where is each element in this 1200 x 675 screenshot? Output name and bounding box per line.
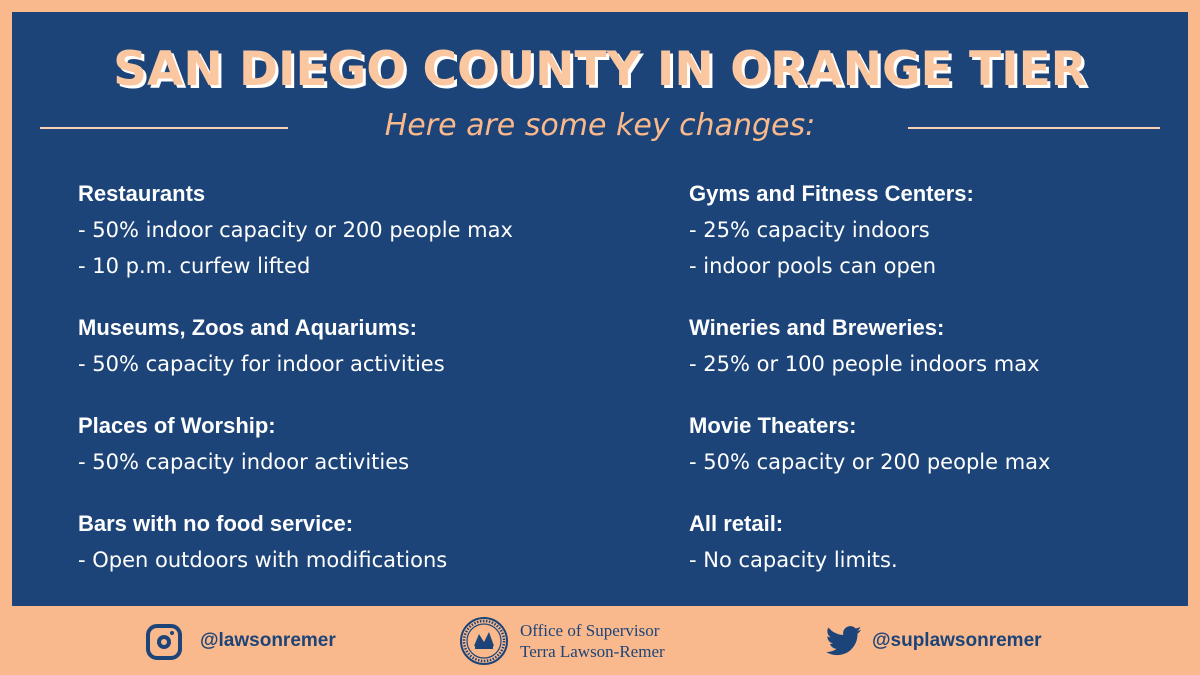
list-item-museums: Museums, Zoos and Aquariums: - 50% capac… [78,310,598,382]
subtitle-rule-left [40,127,288,129]
item-line: - 25% or 100 people indoors max [689,352,1040,376]
item-line: - 25% capacity indoors [689,218,930,242]
item-line: - 50% indoor capacity or 200 people max [78,218,513,242]
item-heading: All retail: [689,511,784,536]
subtitle: Here are some key changes: [384,108,816,143]
item-heading: Bars with no food service: [78,511,354,536]
list-item-bars: Bars with no food service: - Open outdoo… [78,506,598,578]
item-heading: Places of Worship: [78,413,276,438]
list-item-wineries: Wineries and Breweries: - 25% or 100 peo… [689,310,1200,382]
item-heading: Museums, Zoos and Aquariums: [78,315,418,340]
list-item-gyms: Gyms and Fitness Centers: - 25% capacity… [689,176,1200,284]
item-line: - Open outdoors with modifications [78,548,448,572]
list-item-worship: Places of Worship: - 50% capacity indoor… [78,408,598,480]
instagram-lens [157,635,171,649]
twitter-icon [826,626,862,656]
item-heading: Wineries and Breweries: [689,315,945,340]
subtitle-rule-right [908,127,1160,129]
item-line: - 50% capacity or 200 people max [689,450,1051,474]
footer: @lawsonremer Office of Supervisor Terra … [0,606,1200,675]
item-heading: Restaurants [78,181,206,206]
instagram-dot [170,631,174,635]
county-seal-icon [460,617,508,665]
office-line-2: Terra Lawson-Remer [520,642,665,661]
instagram-handle: @lawsonremer [200,630,336,651]
main-panel: SAN DIEGO COUNTY IN ORANGE TIER Here are… [12,12,1188,606]
subtitle-row: Here are some key changes: [40,108,1160,148]
list-item-restaurants: Restaurants - 50% indoor capacity or 200… [78,176,598,284]
item-line: - 10 p.m. curfew lifted [78,254,311,278]
item-line: - 50% capacity for indoor activities [78,352,445,376]
item-line: - No capacity limits. [689,548,898,572]
instagram-icon [146,624,182,660]
office-label: Office of Supervisor Terra Lawson-Remer [520,620,665,662]
office-line-1: Office of Supervisor [520,621,660,640]
item-heading: Gyms and Fitness Centers: [689,181,974,206]
list-item-theaters: Movie Theaters: - 50% capacity or 200 pe… [689,408,1200,480]
item-heading: Movie Theaters: [689,413,857,438]
twitter-handle: @suplawsonremer [872,630,1042,651]
item-line: - 50% capacity indoor activities [78,450,410,474]
list-item-retail: All retail: - No capacity limits. [689,506,1200,578]
item-line: - indoor pools can open [689,254,937,278]
page-title: SAN DIEGO COUNTY IN ORANGE TIER [113,42,1087,97]
